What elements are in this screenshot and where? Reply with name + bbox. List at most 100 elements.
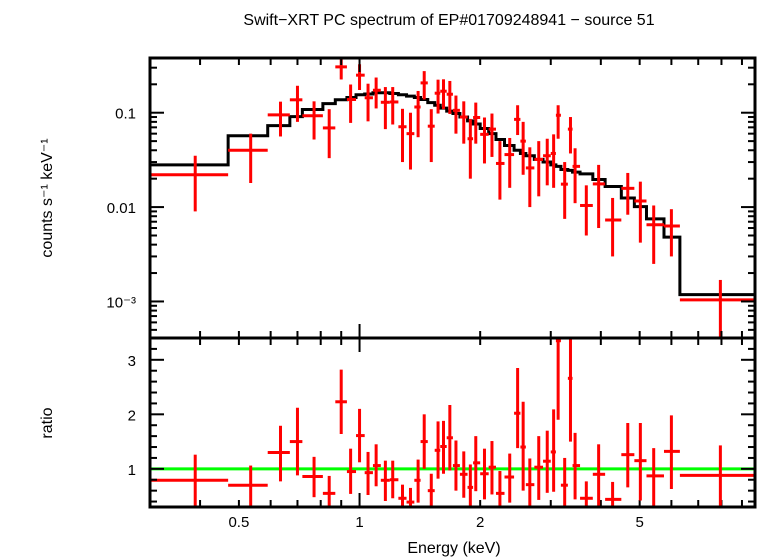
data-point (459, 101, 468, 144)
x-tick-label: 2 (476, 514, 484, 531)
data-point (406, 112, 415, 170)
data-point (452, 95, 460, 134)
ratio-point (467, 464, 474, 507)
data-point (488, 113, 496, 157)
data-point (560, 162, 568, 219)
ratio-point (646, 448, 664, 507)
y-tick-label: 0.01 (107, 200, 136, 217)
data-point (302, 101, 323, 140)
y-tick-label: 3 (128, 353, 136, 370)
chart-title: Swift−XRT PC spectrum of EP#01709248941 … (243, 12, 654, 29)
data-point (267, 101, 290, 137)
data-point (550, 134, 556, 188)
data-point (495, 141, 505, 200)
ratio-panel: 0.5 1 2 5 1 2 3 (128, 336, 757, 531)
ratio-point (267, 425, 290, 482)
ratio-point (322, 475, 336, 507)
ratio-point (504, 453, 515, 503)
model-step-line (150, 91, 755, 297)
data-point (514, 105, 521, 136)
ratio-point (580, 481, 593, 507)
ratio-point (452, 440, 460, 491)
data-point (440, 79, 447, 110)
ratio-point (514, 367, 521, 449)
spectrum-panel: 0.1 0.01 10⁻³ (106, 56, 757, 507)
data-point (525, 147, 535, 208)
spectrum-frame (148, 56, 757, 340)
ratio-point (398, 484, 407, 507)
data-point (372, 77, 381, 109)
ratio-point (406, 487, 415, 507)
y-axis-label-ratio: ratio (39, 407, 56, 438)
ratio-frame (148, 336, 757, 509)
data-point (228, 133, 268, 183)
ratio-point (434, 421, 441, 479)
ratio-point (634, 423, 647, 501)
data-point (446, 80, 453, 114)
ratio-point (473, 436, 481, 492)
data-point (605, 197, 622, 257)
y-axis-label-spectrum: counts s⁻¹ keV⁻¹ (39, 138, 56, 257)
ratio-point (335, 369, 347, 434)
x-tick-label: 0.5 (228, 514, 249, 531)
data-point (414, 90, 421, 138)
ratio-point (525, 458, 535, 507)
ratio-point (534, 436, 544, 500)
x-axis-label: Energy (keV) (407, 540, 500, 557)
data-point (504, 137, 515, 188)
data-point (289, 85, 303, 122)
ratio-point (302, 456, 323, 498)
ratio-point (550, 409, 556, 492)
x-tick-label: 5 (635, 514, 643, 531)
data-point (555, 105, 561, 139)
ratio-point (389, 460, 399, 499)
y-tick-label: 10⁻³ (106, 294, 136, 311)
data-point (534, 141, 544, 197)
data-point (663, 209, 680, 257)
ratio-point (679, 445, 755, 507)
data-point (398, 108, 407, 163)
ratio-point (543, 430, 551, 493)
x-tick-label: 1 (355, 514, 363, 531)
ratio-point (150, 454, 229, 507)
data-point (520, 121, 526, 175)
ratio-point (663, 415, 680, 490)
data-point (567, 117, 573, 154)
data-point (434, 79, 441, 114)
data-point (592, 164, 606, 229)
data-point (634, 181, 647, 243)
data-point (467, 118, 474, 179)
ratio-point (555, 338, 561, 420)
ratio-point (289, 407, 303, 476)
ratio-point (427, 473, 435, 507)
data-point (389, 87, 399, 125)
data-point (473, 102, 481, 144)
data-point (580, 185, 593, 236)
ratio-point (356, 408, 365, 463)
ratio-point (372, 444, 381, 487)
y-tick-label: 0.1 (115, 106, 136, 123)
y-tick-label: 2 (128, 407, 136, 424)
data-point (427, 109, 435, 163)
data-point (679, 279, 755, 338)
data-point (480, 117, 489, 164)
ratio-point (488, 441, 496, 495)
data-point (420, 71, 428, 100)
ratio-point (364, 451, 373, 496)
ratio-point (380, 460, 390, 502)
ratio-point (420, 414, 428, 469)
ratio-point (567, 338, 573, 442)
data-point (572, 148, 581, 204)
data-point (346, 84, 357, 123)
ratio-point (592, 444, 606, 507)
ratio-point (480, 448, 489, 500)
data-point (380, 87, 390, 130)
data-point (543, 138, 551, 186)
data-point (621, 172, 635, 215)
ratio-point (605, 481, 622, 507)
ratio-point (446, 405, 453, 471)
data-point (322, 109, 336, 159)
ratio-point (621, 423, 635, 488)
ratio-point (346, 448, 357, 494)
